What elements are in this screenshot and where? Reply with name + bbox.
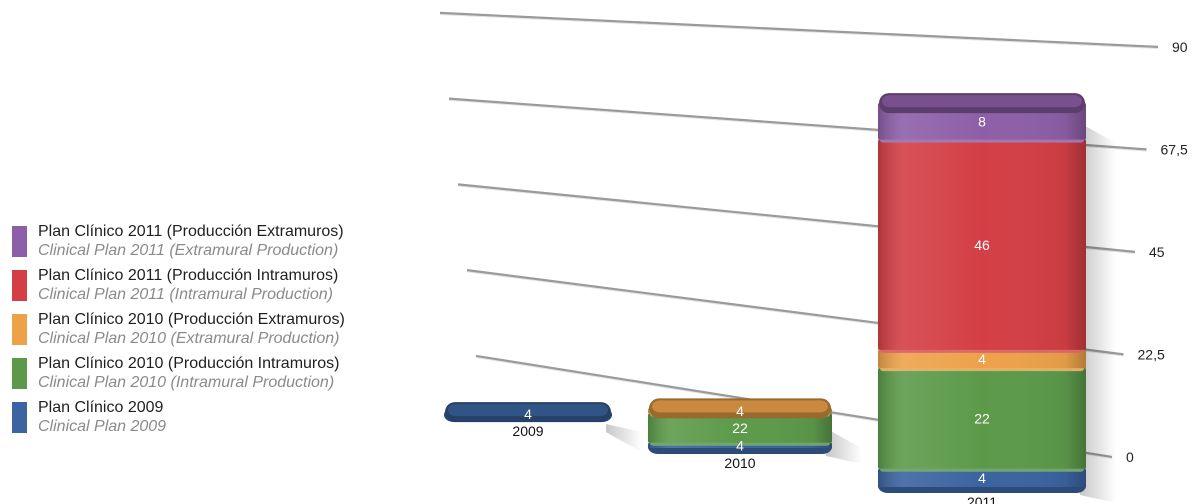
legend-item: Plan Clínico 2011 (Producción Extramuros… — [12, 222, 372, 260]
legend-swatch — [12, 270, 27, 301]
legend-label-english: Clinical Plan 2011 (Extramural Productio… — [38, 242, 339, 259]
legend-label-english: Clinical Plan 2009 — [38, 418, 167, 435]
bar-shadow — [606, 424, 642, 453]
bar-top-face — [652, 400, 828, 413]
data-label: 8 — [978, 113, 986, 129]
category-label: 2011 — [967, 494, 997, 504]
data-label: 4 — [736, 437, 744, 453]
bar-segment-shine — [878, 139, 1086, 350]
y-tick-label: 0 — [1126, 449, 1134, 465]
bar-top-face — [448, 404, 608, 417]
data-label: 4 — [978, 351, 986, 367]
bar-shadow — [1080, 123, 1116, 504]
legend-label-english: Clinical Plan 2010 (Intramural Productio… — [38, 374, 335, 391]
y-tick-label: 90 — [1172, 39, 1188, 55]
legend-swatch — [12, 314, 27, 345]
y-tick-label: 45 — [1149, 244, 1165, 260]
data-label: 46 — [974, 237, 990, 253]
legend: Plan Clínico 2011 (Producción Extramuros… — [12, 222, 372, 442]
legend-item: Plan Clínico 2010 (Producción Intramuros… — [12, 354, 372, 392]
legend-label: Plan Clínico 2010 (Producción Extramuros… — [38, 311, 345, 328]
bar-segment-shine — [648, 413, 832, 443]
y-tick-label: 67,5 — [1161, 142, 1188, 158]
legend-label-english: Clinical Plan 2011 (Intramural Productio… — [38, 286, 333, 303]
legend-label: Plan Clínico 2011 (Producción Intramuros… — [38, 267, 339, 284]
legend-item: Plan Clínico 2010 (Producción Extramuros… — [12, 310, 372, 348]
data-label: 4 — [524, 406, 532, 422]
bar-segment-shine — [878, 468, 1086, 487]
data-label: 4 — [736, 403, 744, 419]
data-label: 22 — [732, 420, 748, 436]
legend-label: Plan Clínico 2011 (Producción Extramuros… — [38, 223, 344, 240]
legend-item: Plan Clínico 2011 (Producción Intramuros… — [12, 266, 372, 304]
category-label: 2010 — [724, 455, 755, 471]
legend-swatch — [12, 226, 27, 257]
legend-label: Plan Clínico 2010 (Producción Intramuros… — [38, 355, 340, 372]
y-tick-label: 22,5 — [1138, 347, 1165, 363]
legend-label: Plan Clínico 2009 — [38, 399, 164, 416]
gridline — [439, 11, 1159, 49]
legend-swatch — [12, 358, 27, 389]
bar-segment-shine — [878, 368, 1086, 469]
legend-swatch — [12, 402, 27, 433]
bar-segment-shine — [878, 349, 1086, 369]
data-label: 4 — [978, 470, 986, 486]
data-label: 22 — [974, 410, 990, 426]
bar-top-face — [882, 95, 1082, 108]
gridline-highlight — [439, 14, 1159, 49]
legend-label-english: Clinical Plan 2010 (Extramural Productio… — [38, 330, 340, 347]
category-label: 2009 — [512, 423, 543, 439]
legend-item: Plan Clínico 2009 Clinical Plan 2009 — [12, 398, 372, 436]
bar-shadow — [826, 428, 862, 464]
